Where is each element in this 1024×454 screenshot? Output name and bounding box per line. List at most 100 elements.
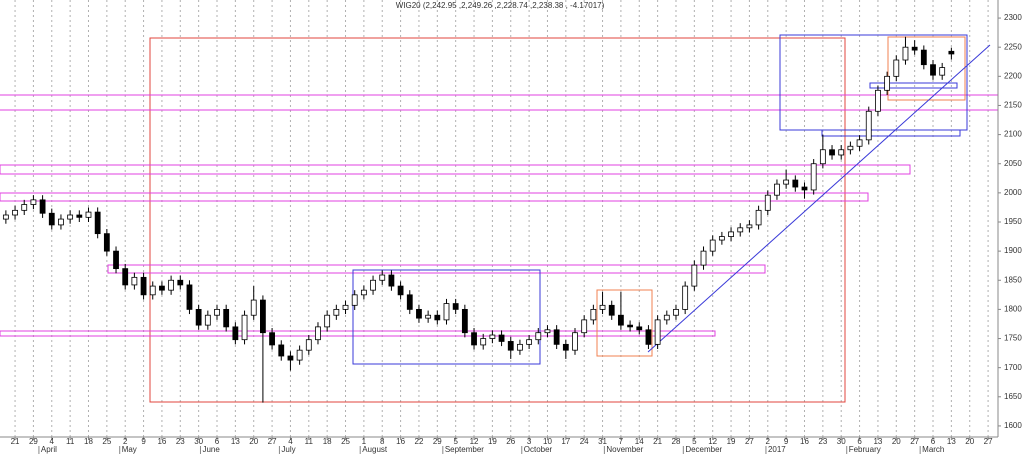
y-tick-label: 2150 [1004, 101, 1022, 110]
y-tick-label: 2100 [1004, 130, 1022, 139]
x-tick-label: 26 [506, 437, 515, 446]
y-tick-label: 1700 [1004, 363, 1022, 372]
candle-body [746, 224, 753, 229]
y-tick-label: 2050 [1004, 159, 1022, 168]
x-tick-label: 31 [598, 437, 607, 446]
x-tick-label: 6 [215, 437, 220, 446]
y-tick-label: 2200 [1004, 71, 1022, 80]
blue-box [821, 129, 961, 137]
x-tick-label: 1 [362, 437, 367, 446]
x-tick-label: 16 [157, 437, 166, 446]
x-tick-label: 18 [323, 437, 332, 446]
level-band [0, 192, 869, 202]
candle-body [131, 276, 138, 286]
candle-body [875, 89, 881, 112]
x-tick-label: 11 [305, 437, 314, 446]
x-tick-label: 17 [561, 437, 570, 446]
candle-body [76, 214, 83, 218]
candle-body [186, 284, 193, 310]
chart-title: WIG20 (2,242.95 ,2,249.26 ,2,228.74 ,2,2… [396, 1, 605, 10]
candle-body [645, 329, 652, 345]
x-tick-label: 22 [415, 437, 424, 446]
candle-body [149, 285, 156, 296]
month-label: September [445, 445, 484, 454]
level-band [0, 330, 716, 337]
candle-body [315, 326, 321, 341]
y-tick-label: 2000 [1004, 188, 1022, 197]
candle-body [461, 308, 468, 334]
candle-body [305, 339, 312, 351]
candle-body [920, 49, 927, 66]
candle-body [691, 264, 698, 287]
candle-body [819, 149, 826, 165]
x-tick-label: 13 [947, 437, 956, 446]
x-tick-label: 7 [619, 437, 624, 446]
candle-body [443, 303, 450, 321]
candle-body [709, 239, 716, 252]
x-tick-label: 8 [380, 437, 385, 446]
candle-body [608, 304, 615, 316]
candle-body [847, 145, 854, 151]
candle-body [838, 149, 845, 156]
month-label: March [922, 445, 944, 454]
red-box [149, 37, 846, 403]
y-tick-label: 1650 [1004, 392, 1022, 401]
candle-body [673, 308, 679, 316]
candle-body [507, 341, 514, 351]
x-tick-label: 2 [766, 437, 771, 446]
month-label: December [685, 445, 722, 454]
candle-body [930, 64, 936, 76]
x-tick-label: 27 [268, 437, 277, 446]
candle-body [718, 236, 725, 241]
candle-body [159, 285, 165, 291]
candle-body [388, 274, 395, 287]
level-band [107, 264, 766, 274]
blue-box [869, 82, 958, 89]
candle-body [269, 332, 275, 346]
x-tick-label: 14 [635, 437, 644, 446]
x-tick-label: 18 [84, 437, 93, 446]
candle-body [416, 308, 422, 319]
x-tick-label: 3 [527, 437, 532, 446]
candle-body [58, 218, 64, 226]
x-tick-label: 29 [433, 437, 442, 446]
candle-body [627, 324, 633, 328]
candle-body [783, 179, 790, 185]
candle-body [406, 294, 413, 310]
x-tick-label: 30 [837, 437, 846, 446]
candle-body [618, 314, 624, 326]
candle-body [452, 303, 459, 310]
x-tick-label: 27 [984, 437, 993, 446]
candle-body [884, 75, 891, 91]
candle-body [360, 289, 367, 296]
annotations [0, 34, 998, 403]
candle-body [810, 163, 817, 191]
x-tick-label: 12 [708, 437, 717, 446]
x-tick-label: 11 [66, 437, 75, 446]
candle-body [948, 50, 955, 55]
candle-body [223, 308, 230, 328]
candle-body [260, 299, 266, 334]
x-tick-label: 9 [141, 437, 146, 446]
x-tick-label: 20 [249, 437, 258, 446]
orange-box [596, 289, 653, 357]
candle-body [902, 46, 909, 61]
candle-body [30, 199, 37, 205]
candle-body [12, 209, 18, 216]
candle-body [801, 186, 808, 191]
month-label: May [122, 445, 137, 454]
month-label: April [41, 445, 57, 454]
y-tick-label: 1800 [1004, 305, 1022, 314]
month-label: November [606, 445, 643, 454]
candle-body [535, 332, 542, 341]
x-tick-label: 4 [288, 437, 293, 446]
candle-body [517, 343, 523, 351]
candle-body [654, 319, 661, 345]
candle-body [728, 231, 734, 237]
candle-body [700, 250, 707, 266]
month-label: June [202, 445, 220, 454]
candle-body [434, 314, 441, 321]
x-tick-label: 21 [653, 437, 662, 446]
candle-body [939, 67, 946, 76]
candle-body [140, 276, 147, 296]
